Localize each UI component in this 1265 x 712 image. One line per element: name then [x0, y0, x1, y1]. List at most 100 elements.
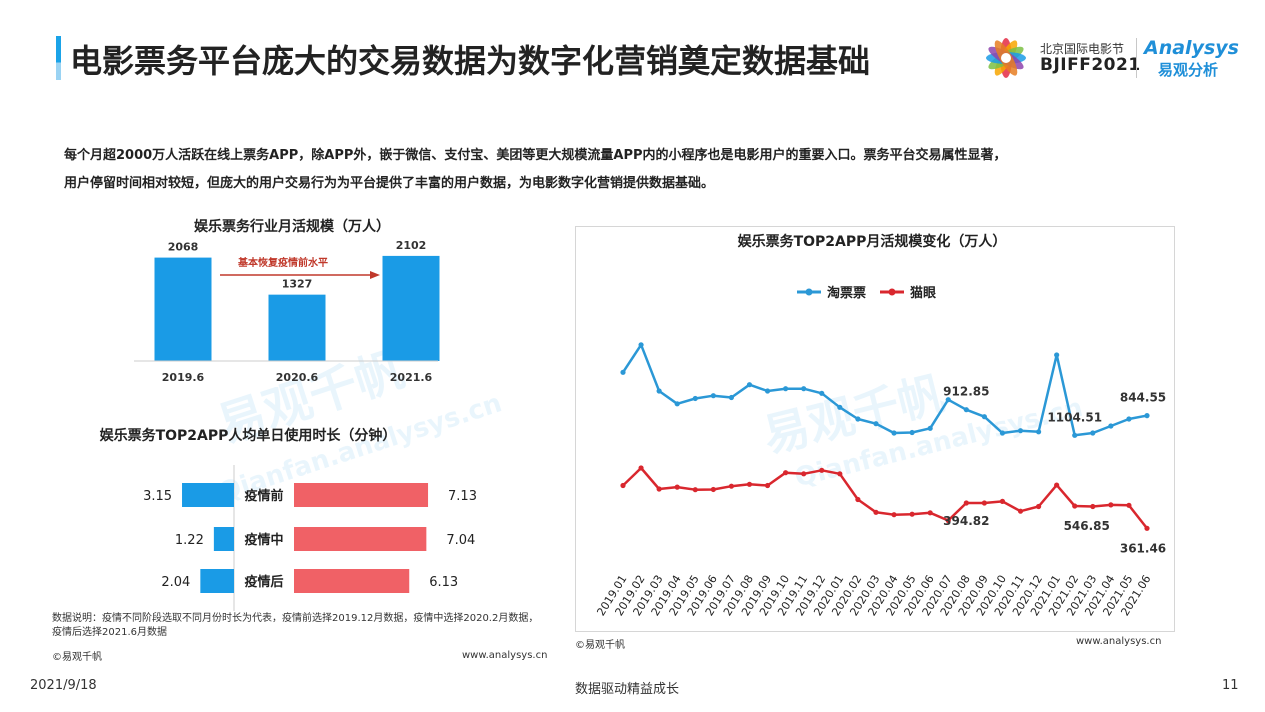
chart3-data-label: 361.46 [1120, 541, 1166, 555]
right-url: www.analysys.cn [1076, 636, 1162, 647]
chart3-point [1090, 503, 1096, 510]
chart3-point [746, 382, 753, 388]
chart3-point [963, 407, 969, 413]
chart3-point [1144, 413, 1150, 419]
chart3-data-label: 1104.51 [1047, 410, 1102, 424]
chart3-point [710, 393, 716, 399]
chart3-legend-label: 猫眼 [910, 285, 937, 301]
chart1-bar [268, 294, 326, 361]
chart2-title: 娱乐票务TOP2APP人均单日使用时长（分钟） [100, 427, 397, 444]
chart3-point [1072, 503, 1078, 509]
bjiff-english-name: BJIFF2021 [1040, 55, 1141, 75]
chart2-right-bar [294, 569, 410, 593]
chart3-point [728, 483, 735, 489]
chart3-x-tick-labels: 2019.012019.022019.032019.042019.052019.… [594, 573, 1153, 618]
chart2-right-value-label: 7.04 [446, 533, 475, 548]
chart3-data-label: 546.85 [1064, 519, 1110, 533]
chart3-point [1017, 428, 1024, 434]
intro-line-1: 每个月超2000万人活跃在线上票务APP，除APP外，嵌于微信、支付宝、美团等更… [64, 148, 1007, 163]
chart3-point [692, 395, 698, 402]
chart3-point [1072, 432, 1078, 438]
chart3-legend-marker [805, 288, 813, 296]
line-chart: 易观千帆 Qianfan.analysys.cn 娱乐票务TOP2APP月活规模… [594, 233, 1166, 618]
analysys-chinese-name: 易观分析 [1158, 61, 1219, 79]
footer-slogan: 数据驱动精益成长 [575, 682, 680, 697]
chart3-point [927, 510, 933, 516]
chart3-point [1054, 482, 1060, 488]
chart3-series-line [621, 343, 1148, 437]
page-title: 电影票务平台庞大的交易数据为数字化营销奠定数据基础 [70, 42, 871, 80]
chart2-left-value-label: 1.22 [175, 533, 204, 548]
chart3-title: 娱乐票务TOP2APP月活规模变化（万人） [738, 233, 1007, 250]
chart3-point [963, 500, 969, 506]
chart3-point [1108, 502, 1114, 508]
chart3-point [819, 467, 825, 473]
chart2-left-value-label: 2.04 [161, 575, 190, 590]
chart3-data-label: 394.82 [943, 514, 989, 528]
right-copyright: ©易观千帆 [575, 640, 625, 651]
right-chart-panel [575, 226, 1175, 632]
chart3-series-line [622, 466, 1148, 530]
chart3-point [656, 486, 662, 492]
chart3-point [945, 517, 951, 524]
chart3-legend-marker [888, 288, 896, 296]
chart3-point [909, 511, 915, 517]
chart3-lines: 912.85 1104.51 844.55 394.82 546.85 361.46 [620, 342, 1166, 555]
chart2-category-label: 疫情后 [244, 574, 283, 590]
chart3-data-label: 844.55 [1120, 391, 1166, 405]
chart1-category-label: 2021.6 [390, 371, 433, 384]
chart3-point [710, 486, 716, 493]
chart3-point [656, 388, 662, 394]
chart3-point [927, 425, 933, 431]
left-data-note: 数据说明：疫情不同阶段选取不同月份时长为代表，疫情前选择2019.12月数据，疫… [52, 612, 562, 640]
left-note-line-2: 疫情后选择2021.6月数据 [52, 627, 167, 638]
chart3-point [981, 414, 987, 420]
chart3-point [801, 386, 807, 392]
chart3-point [837, 404, 843, 410]
chart3-point [674, 484, 680, 490]
chart3-point [1108, 423, 1114, 429]
chart3-point [801, 471, 807, 477]
chart1-bars: 2068 2019.6 1327 2020.6 2102 2021.6 [154, 239, 440, 384]
left-copyright: ©易观千帆 [52, 652, 102, 663]
analysys-logo-text: Analysys [1144, 37, 1239, 59]
chart3-point [999, 498, 1006, 504]
chart2-category-label: 疫情前 [244, 488, 283, 504]
chart2-right-bar [294, 483, 429, 507]
chart3-point [1035, 429, 1042, 435]
footer-page-number: 11 [1222, 678, 1239, 693]
chart1-value-label: 2102 [396, 239, 427, 252]
chart3-point [873, 509, 879, 515]
chart3-point [909, 429, 915, 436]
chart3-point [764, 482, 771, 489]
chart1-bar [382, 255, 440, 361]
chart3-point [638, 342, 644, 348]
left-note-line-1: 数据说明：疫情不同阶段选取不同月份时长为代表，疫情前选择2019.12月数据，疫… [52, 613, 539, 624]
chart1-category-label: 2020.6 [276, 371, 319, 384]
title-accent-bar [56, 36, 61, 80]
left-charts-panel: 易观千帆 Qianfan.analysys.cn 娱乐票务行业月活规模（万人） … [100, 218, 506, 611]
chart2-right-value-label: 6.13 [429, 575, 458, 590]
chart3-point [620, 482, 626, 489]
chart3-legend-label: 淘票票 [827, 285, 866, 301]
bjiff-chinese-name: 北京国际电影节 [1040, 42, 1125, 56]
chart3-point [1126, 416, 1132, 422]
chart2-right-bar [294, 527, 427, 551]
chart3-point [674, 401, 680, 407]
chart3-point [873, 421, 879, 427]
chart3-point [1090, 430, 1096, 436]
intro-paragraph: 每个月超2000万人活跃在线上票务APP，除APP外，嵌于微信、支付宝、美团等更… [64, 142, 1224, 198]
chart3-point [891, 430, 897, 436]
chart2-left-value-label: 3.15 [143, 489, 172, 504]
chart1-annotation-arrow [220, 271, 380, 279]
chart3-point [945, 397, 951, 403]
chart3-point [1054, 352, 1060, 358]
intro-line-2: 用户停留时间相对较短，但庞大的用户交易行为为平台提供了丰富的用户数据，为电影数字… [64, 176, 715, 191]
chart3-point [855, 496, 861, 503]
chart3-point [692, 487, 698, 493]
chart3-point [1035, 503, 1042, 510]
bjiff-flower-logo-icon [986, 38, 1026, 78]
chart3-point [855, 416, 861, 422]
footer-date: 2021/9/18 [30, 678, 97, 693]
chart1-title: 娱乐票务行业月活规模（万人） [194, 218, 390, 235]
